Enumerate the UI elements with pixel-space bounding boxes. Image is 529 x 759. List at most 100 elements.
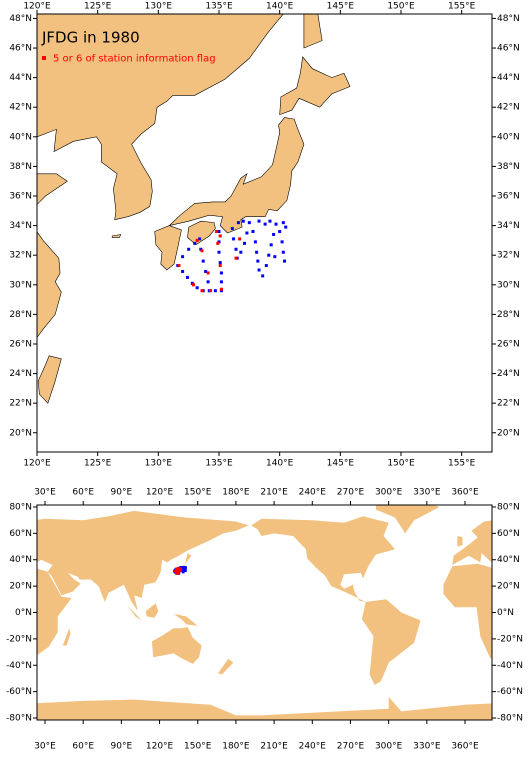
land: [465, 703, 492, 720]
y-tick-label: 26°N: [9, 339, 32, 349]
y-tick-label: 42°N: [497, 103, 520, 113]
station-point: [281, 250, 285, 254]
land: [251, 516, 395, 602]
y-tick-label: 22°N: [497, 399, 520, 409]
station-point: [257, 268, 261, 272]
land: [303, 14, 323, 49]
station-point: [236, 221, 240, 225]
y-tick-label: 20°N: [9, 582, 32, 592]
y-tick-label: 48°N: [9, 14, 32, 24]
land: [375, 505, 440, 534]
land: [151, 627, 202, 664]
land: [173, 613, 198, 626]
x-tick-label: 210°E: [260, 742, 288, 752]
y-tick-label: -40°N: [6, 661, 32, 671]
y-tick-label: -60°N: [497, 687, 523, 697]
station-point: [179, 567, 183, 571]
y-tick-label: 40°N: [9, 555, 32, 565]
station-point: [177, 572, 181, 575]
x-tick-label: 150°E: [387, 459, 415, 469]
x-tick-label: 120°E: [146, 488, 174, 498]
station-point: [256, 259, 260, 263]
station-point: [261, 274, 265, 278]
station-point: [204, 269, 208, 273]
y-tick-label: 24°N: [497, 369, 520, 379]
y-tick-label: 20°N: [497, 582, 520, 592]
y-tick-label: 20°N: [497, 428, 520, 438]
x-tick-label: 140°E: [266, 2, 294, 12]
x-tick-label: 120°E: [146, 742, 174, 752]
land: [37, 510, 249, 612]
y-tick-label: 34°N: [497, 221, 520, 231]
station-point: [251, 230, 255, 234]
x-tick-label: 360°E: [451, 488, 479, 498]
land: [37, 14, 284, 338]
x-tick-label: 155°E: [448, 459, 476, 469]
land: [443, 563, 492, 659]
y-tick-label: 44°N: [9, 73, 32, 83]
land: [187, 220, 216, 246]
x-tick-label: 120°E: [23, 2, 51, 12]
station-point: [179, 569, 182, 572]
station-point: [218, 261, 222, 265]
x-tick-label: 30°E: [34, 742, 56, 752]
y-tick-label: 34°N: [9, 221, 32, 231]
land: [361, 599, 421, 685]
station-point: [206, 280, 210, 284]
x-tick-label: 60°E: [72, 742, 94, 752]
y-tick-label: 28°N: [497, 310, 520, 320]
station-point: [255, 250, 259, 254]
land: [127, 605, 142, 621]
station-point: [177, 264, 181, 268]
y-tick-label: 46°N: [9, 44, 32, 54]
x-tick-label: 150°E: [387, 2, 415, 12]
station-point: [234, 256, 238, 260]
station-point: [175, 568, 179, 572]
station-point: [281, 221, 285, 225]
x-tick-label: 240°E: [299, 742, 327, 752]
y-tick-label: 48°N: [497, 14, 520, 24]
station-point: [230, 227, 234, 231]
x-tick-label: 270°E: [337, 742, 365, 752]
station-point: [216, 241, 220, 245]
x-tick-label: 330°E: [413, 488, 441, 498]
y-tick-label: -20°N: [497, 634, 523, 644]
station-point: [264, 264, 268, 268]
station-point: [274, 222, 278, 226]
station-point: [215, 230, 219, 234]
y-tick-label: -20°N: [6, 634, 32, 644]
station-point: [284, 225, 288, 229]
station-point: [177, 569, 181, 573]
land: [37, 355, 62, 404]
x-tick-label: 130°E: [145, 459, 173, 469]
y-tick-label: 36°N: [9, 192, 32, 202]
x-tick-label: 125°E: [84, 2, 112, 12]
x-tick-label: 145°E: [327, 2, 355, 12]
y-tick-label: 40°N: [497, 555, 520, 565]
station-point: [280, 240, 284, 244]
x-tick-label: 60°E: [72, 488, 94, 498]
station-point: [278, 230, 282, 234]
station-point: [245, 231, 249, 235]
station-point: [206, 271, 210, 275]
station-point: [219, 287, 223, 291]
legend-marker: [42, 56, 46, 60]
station-point: [193, 241, 197, 245]
y-tick-label: 30°N: [9, 280, 32, 290]
x-tick-label: 140°E: [266, 459, 294, 469]
land: [452, 520, 492, 565]
y-tick-label: 80°N: [497, 502, 520, 512]
y-tick-label: 0°N: [15, 608, 32, 618]
y-tick-label: 40°N: [9, 132, 32, 142]
station-point: [177, 567, 181, 570]
y-tick-label: 30°N: [497, 280, 520, 290]
y-tick-label: 20°N: [9, 428, 32, 438]
station-point: [242, 241, 246, 245]
y-tick-label: 60°N: [497, 529, 520, 539]
land: [111, 234, 122, 238]
y-tick-label: 22°N: [9, 399, 32, 409]
station-point: [179, 566, 183, 569]
station-point: [272, 232, 276, 236]
station-point: [184, 566, 187, 570]
y-tick-label: 36°N: [497, 192, 520, 202]
